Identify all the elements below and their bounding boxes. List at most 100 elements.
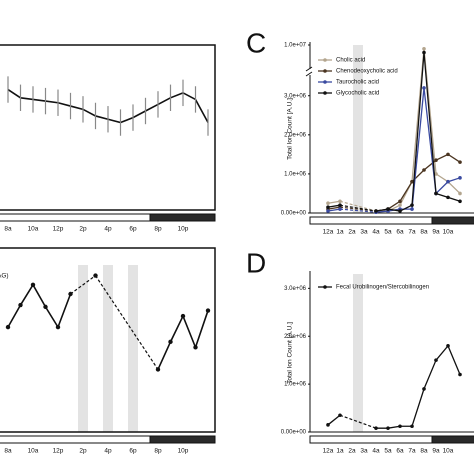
data-point (55, 324, 61, 330)
data-point (338, 203, 342, 207)
light-phase (309, 216, 433, 225)
legend-label: Glycocholic acid (336, 91, 379, 97)
x-tick-label: 4p (104, 226, 112, 233)
x-tick-label: 4a (372, 229, 380, 236)
y-tick-label: 0.00e+00 (281, 430, 307, 436)
data-point (338, 199, 342, 204)
x-tick-label: 10a (443, 229, 454, 236)
x-tick-label: 6p (129, 226, 137, 233)
y-axis-title: Total Ion Count [A.U.] (287, 322, 294, 384)
data-point (458, 199, 462, 204)
x-tick-label: 8a (420, 448, 428, 455)
data-point (398, 203, 402, 207)
data-point (374, 209, 378, 213)
data-point (446, 152, 450, 157)
axis-break-gap (306, 69, 314, 75)
x-tick-label: 8p (154, 448, 162, 455)
data-point (326, 423, 330, 427)
x-tick-label: 2a (348, 448, 356, 455)
plot-frame (0, 247, 216, 433)
data-point (458, 160, 462, 164)
x-tick-label: 7a (408, 229, 416, 236)
gap-connector (339, 414, 377, 429)
x-tick-label: 5a (384, 448, 392, 455)
data-point (398, 199, 402, 204)
data-point (446, 179, 450, 184)
x-tick-label: 10a (28, 448, 39, 455)
data-point (326, 205, 330, 209)
data-point (386, 426, 390, 430)
data-point (422, 387, 426, 391)
y-tick-label: 1.0e+06 (284, 382, 307, 388)
dark-phase (431, 216, 474, 225)
axis-break-mark (305, 71, 313, 77)
data-point (458, 176, 462, 180)
data-point (338, 413, 342, 418)
gap-connector (339, 204, 377, 212)
data-point (434, 172, 438, 176)
data-point (398, 424, 402, 429)
dark-phase (431, 435, 474, 444)
series-line (375, 87, 461, 213)
y-tick-label: 2.0e+06 (284, 132, 307, 138)
light-phase (0, 213, 151, 222)
x-tick-label: 2p (79, 226, 87, 233)
data-point (93, 273, 98, 278)
x-tick-label: 10p (178, 448, 189, 455)
data-point (422, 50, 426, 55)
light-phase (0, 435, 151, 444)
data-point (43, 304, 48, 310)
series-line (157, 310, 209, 370)
x-tick-label: 6p (129, 448, 137, 455)
data-point (205, 308, 211, 313)
series-line (327, 200, 341, 204)
legend-marker (323, 285, 327, 289)
series-line (327, 208, 341, 212)
dark-phase (149, 213, 216, 222)
data-point (446, 195, 450, 200)
gap-connector (95, 275, 159, 370)
shaded-band (353, 274, 363, 432)
legend-marker (323, 58, 327, 62)
data-point (434, 158, 438, 163)
shaded-band (103, 265, 113, 432)
x-tick-label: 2p (79, 448, 87, 455)
x-tick-label: 6a (396, 229, 404, 236)
data-point (458, 191, 462, 196)
x-tick-label: 1a (336, 229, 344, 236)
y-tick-label: 2.0e+06 (284, 334, 307, 340)
x-tick-label: 8a (420, 229, 428, 236)
x-tick-label: 8a (4, 226, 12, 233)
dark-phase (149, 435, 216, 444)
y-axis-title: Total Ion Count [A.U.] (287, 98, 294, 160)
data-point (30, 282, 36, 287)
y-tick-label: 0.00e+00 (281, 211, 307, 217)
data-point (434, 191, 438, 196)
x-tick-label: 10a (443, 448, 454, 455)
data-point (434, 358, 438, 362)
x-tick-label: 10p (178, 226, 189, 233)
x-tick-label: 12a (323, 448, 334, 455)
data-point (180, 313, 186, 319)
y-tick-label: 1.0e+07 (284, 43, 307, 49)
data-point (18, 302, 23, 308)
shaded-band (353, 45, 363, 213)
legend-marker (323, 69, 327, 73)
series-line (327, 204, 341, 208)
series-line (376, 344, 461, 429)
x-tick-label: 8a (4, 448, 12, 455)
series-line (327, 414, 341, 426)
y-tick-label: 3.0e+06 (284, 286, 307, 292)
light-phase (309, 435, 433, 444)
series-line (327, 206, 341, 210)
data-point (326, 201, 330, 206)
x-tick-label: 3a (360, 448, 368, 455)
x-tick-label: 4a (372, 448, 380, 455)
plot-frame (0, 44, 216, 211)
x-tick-label: 2a (348, 229, 356, 236)
data-point (5, 324, 11, 330)
data-point (193, 345, 198, 350)
data-point (422, 168, 426, 172)
